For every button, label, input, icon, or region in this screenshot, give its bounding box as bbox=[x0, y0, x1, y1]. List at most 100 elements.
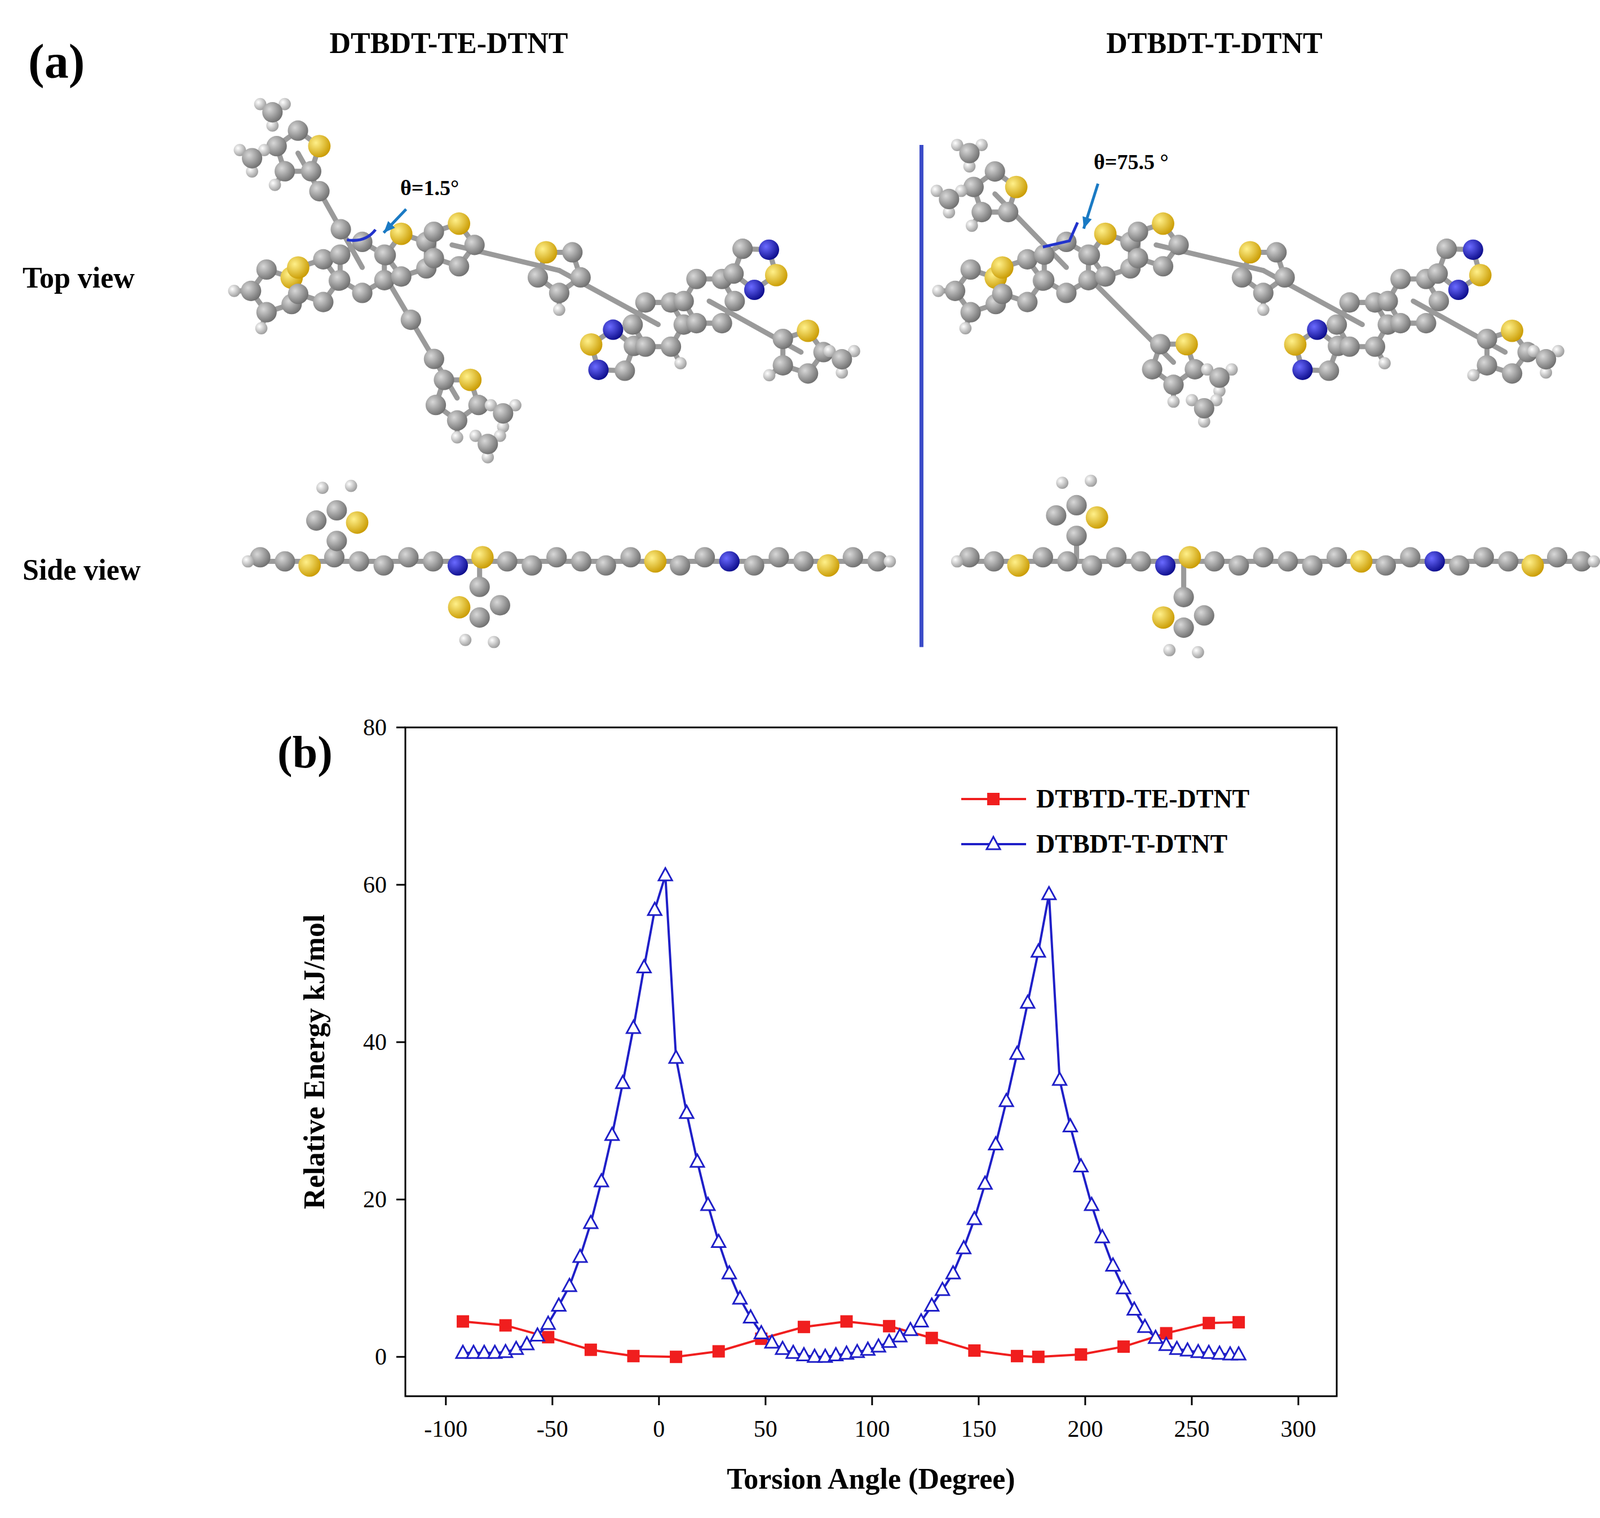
bond bbox=[298, 153, 363, 268]
atom bbox=[1055, 282, 1077, 303]
y-tick-label: 80 bbox=[363, 714, 387, 741]
legend-label: DTBTD-TE-DTNT bbox=[1036, 784, 1250, 813]
atom bbox=[1501, 363, 1523, 384]
atom bbox=[1500, 319, 1524, 343]
atom bbox=[1497, 550, 1519, 572]
panel-label: (a) bbox=[28, 34, 85, 89]
atom bbox=[723, 263, 744, 284]
atom bbox=[1521, 554, 1545, 577]
marker bbox=[722, 1265, 737, 1279]
atom bbox=[602, 319, 623, 340]
marker bbox=[1084, 1197, 1099, 1210]
atom bbox=[1085, 506, 1109, 529]
atom bbox=[673, 290, 695, 312]
atom bbox=[816, 554, 840, 577]
atom bbox=[686, 268, 707, 290]
marker bbox=[457, 1315, 469, 1327]
marker bbox=[999, 1093, 1014, 1107]
atom bbox=[1209, 367, 1230, 388]
atom bbox=[306, 510, 327, 531]
marker bbox=[1106, 1257, 1120, 1271]
atom bbox=[842, 546, 864, 568]
marker bbox=[1116, 1280, 1131, 1294]
atom bbox=[1178, 545, 1202, 569]
atom bbox=[1253, 282, 1274, 303]
marker bbox=[701, 1197, 715, 1210]
atom bbox=[390, 222, 413, 246]
atom bbox=[595, 555, 617, 576]
atom bbox=[1473, 546, 1495, 568]
atom bbox=[1238, 241, 1262, 264]
data bbox=[456, 867, 1246, 1363]
atom bbox=[1424, 550, 1445, 572]
atom bbox=[469, 607, 490, 628]
molecule-name: DTBDT-TE-DTNT bbox=[329, 27, 569, 60]
atom bbox=[266, 135, 287, 157]
angle-label: θ=75.5 ° bbox=[1093, 149, 1169, 174]
marker bbox=[1011, 1350, 1023, 1362]
figure: (a)DTBDT-TE-DTNTDTBDT-T-DTNTTop viewSide… bbox=[0, 0, 1600, 1518]
atom bbox=[240, 280, 262, 302]
y-axis-title: Relative Energy kJ/mol bbox=[298, 914, 331, 1210]
atom bbox=[1318, 360, 1339, 381]
marker bbox=[1053, 1072, 1067, 1085]
y-tick-label: 60 bbox=[363, 871, 387, 898]
atom bbox=[1057, 550, 1078, 572]
atom bbox=[1006, 554, 1030, 577]
atom bbox=[391, 266, 412, 287]
marker bbox=[978, 1176, 992, 1189]
marker bbox=[605, 1127, 620, 1140]
atom bbox=[1476, 328, 1497, 349]
marker bbox=[1075, 1348, 1087, 1360]
atom bbox=[1377, 290, 1399, 312]
atom bbox=[312, 292, 334, 313]
atom bbox=[931, 284, 945, 298]
marker bbox=[530, 1328, 545, 1341]
atom bbox=[286, 255, 310, 279]
atom bbox=[1055, 476, 1069, 489]
marker bbox=[754, 1325, 768, 1338]
marker bbox=[690, 1154, 705, 1167]
marker bbox=[669, 1050, 683, 1063]
atom bbox=[316, 481, 329, 494]
atom bbox=[991, 255, 1014, 279]
atom bbox=[1204, 550, 1225, 572]
atom bbox=[469, 576, 490, 598]
atom bbox=[464, 234, 485, 255]
atom bbox=[1399, 546, 1421, 568]
x-tick-label: 50 bbox=[753, 1415, 778, 1442]
atom bbox=[1079, 244, 1100, 265]
atom bbox=[960, 302, 981, 323]
marker bbox=[712, 1234, 726, 1248]
marker bbox=[1032, 1350, 1045, 1363]
atom bbox=[763, 369, 776, 382]
atom bbox=[330, 219, 351, 240]
atom bbox=[1266, 241, 1287, 263]
atom bbox=[262, 102, 283, 123]
marker bbox=[987, 793, 1000, 805]
atom bbox=[553, 303, 566, 316]
marker bbox=[1021, 995, 1035, 1008]
atom bbox=[1151, 212, 1175, 236]
x-tick bbox=[444, 1395, 447, 1405]
atom bbox=[719, 550, 740, 572]
atom bbox=[797, 363, 819, 384]
atom bbox=[1587, 555, 1600, 568]
x-tick-label: 300 bbox=[1280, 1415, 1316, 1442]
arrow bbox=[383, 209, 407, 233]
atom bbox=[1306, 319, 1328, 340]
atom bbox=[1130, 550, 1151, 572]
x-tick bbox=[977, 1395, 980, 1405]
marker bbox=[670, 1350, 682, 1363]
marker bbox=[1232, 1316, 1245, 1328]
atom bbox=[1390, 312, 1411, 334]
atom bbox=[241, 555, 255, 568]
atom bbox=[765, 263, 788, 287]
x-tick-label: -50 bbox=[536, 1415, 569, 1442]
molecules bbox=[228, 98, 1600, 659]
atom bbox=[983, 550, 1005, 572]
atom bbox=[1339, 292, 1360, 313]
x-tick-label: 250 bbox=[1173, 1415, 1210, 1442]
x-tick bbox=[1190, 1395, 1193, 1405]
x-tick bbox=[764, 1395, 767, 1405]
